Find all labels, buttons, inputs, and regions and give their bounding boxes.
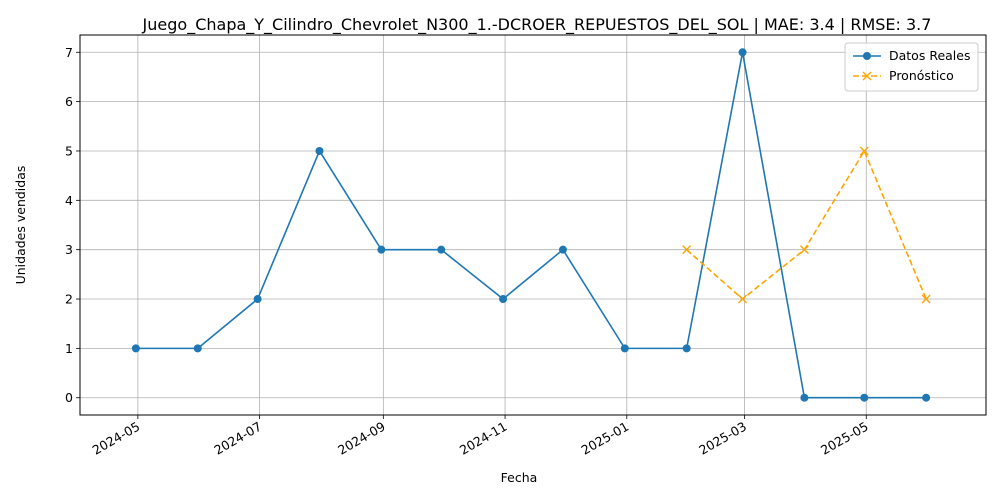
legend-marker-forecast bbox=[862, 71, 872, 81]
legend-label-forecast: Pronóstico bbox=[889, 68, 954, 83]
x-marker-stroke bbox=[738, 294, 748, 304]
y-axis: 0 1 2 3 4 5 6 7 bbox=[65, 45, 80, 405]
series-layer bbox=[131, 48, 931, 402]
data-point-actual bbox=[499, 295, 508, 304]
data-point-forecast bbox=[921, 294, 931, 304]
data-point-actual bbox=[253, 295, 262, 304]
series-line-forecast bbox=[686, 150, 927, 300]
x-tick-label: 2024-11 bbox=[457, 419, 510, 458]
data-point-actual bbox=[738, 48, 747, 57]
data-point-forecast bbox=[682, 245, 692, 255]
y-tick-label: 1 bbox=[65, 341, 73, 356]
x-axis-label: Fecha bbox=[501, 470, 538, 485]
legend: Datos Reales Pronóstico bbox=[844, 42, 979, 92]
y-tick-label: 6 bbox=[65, 94, 73, 109]
data-point-actual bbox=[437, 245, 446, 254]
data-point-actual bbox=[922, 393, 931, 402]
data-point-actual bbox=[682, 344, 691, 353]
data-point-actual bbox=[558, 245, 567, 254]
x-marker-stroke bbox=[921, 294, 931, 304]
series-line-actual bbox=[135, 51, 927, 399]
data-point-forecast bbox=[738, 294, 748, 304]
x-axis: 2024-05 2024-07 2024-09 2024-11 2025-01 2025-… bbox=[90, 415, 871, 458]
data-point-actual bbox=[800, 393, 809, 402]
y-axis-label: Unidades vendidas bbox=[13, 166, 28, 285]
x-tick-label: 2024-05 bbox=[90, 419, 143, 458]
data-point-actual bbox=[193, 344, 202, 353]
x-tick-label: 2024-07 bbox=[211, 419, 264, 458]
x-marker-stroke bbox=[862, 71, 872, 81]
x-tick-label: 2025-01 bbox=[579, 419, 632, 458]
data-point-actual bbox=[860, 393, 869, 402]
grid-lines bbox=[80, 35, 986, 415]
y-tick-label: 7 bbox=[65, 45, 73, 60]
plot-area-frame bbox=[79, 34, 987, 416]
y-tick-label: 0 bbox=[65, 390, 73, 405]
x-marker-stroke bbox=[682, 245, 692, 255]
data-point-forecast bbox=[799, 245, 809, 255]
data-point-actual bbox=[315, 146, 324, 155]
data-point-forecast bbox=[859, 146, 869, 156]
legend-x-marker bbox=[862, 71, 872, 81]
chart-title: Juego_Chapa_Y_Cilindro_Chevrolet_N300_1.… bbox=[142, 15, 932, 35]
data-point-actual bbox=[131, 344, 140, 353]
y-tick-label: 3 bbox=[65, 242, 73, 257]
x-tick-label: 2025-03 bbox=[696, 419, 749, 458]
y-tick-label: 2 bbox=[65, 292, 73, 307]
data-point-actual bbox=[377, 245, 386, 254]
y-tick-label: 5 bbox=[65, 143, 73, 158]
x-tick-label: 2025-05 bbox=[818, 419, 871, 458]
legend-marker-actual bbox=[863, 52, 871, 60]
legend-box bbox=[844, 42, 979, 92]
x-tick-label: 2024-09 bbox=[335, 419, 388, 458]
x-marker-stroke bbox=[799, 245, 809, 255]
legend-label-actual: Datos Reales bbox=[889, 48, 970, 63]
x-marker-stroke bbox=[859, 146, 869, 156]
data-point-actual bbox=[620, 344, 629, 353]
y-tick-label: 4 bbox=[65, 193, 73, 208]
